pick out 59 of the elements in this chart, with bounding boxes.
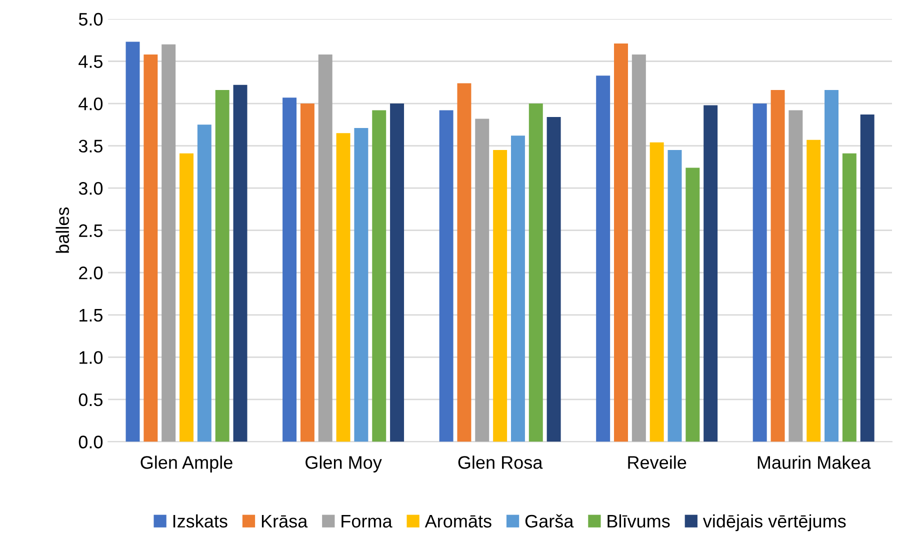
bar — [162, 44, 176, 442]
bar — [318, 54, 332, 442]
bar — [475, 118, 490, 442]
bar — [824, 90, 839, 442]
bar — [439, 110, 454, 442]
legend-label: Forma — [342, 515, 392, 528]
bar — [686, 168, 700, 442]
bar — [704, 105, 718, 442]
legend-label: Aromāts — [424, 515, 492, 528]
y-tick-label: 3.0 — [78, 182, 103, 195]
x-tick-label: Glen Rosa — [458, 456, 543, 469]
legend-label: Izskats — [173, 514, 228, 528]
x-tick-label: Maurin Makea — [758, 456, 871, 469]
legend-label: vidējais vērtējums — [702, 514, 846, 532]
bar — [354, 128, 368, 442]
bar — [372, 110, 386, 442]
bar — [457, 83, 472, 442]
y-tick-label: 2.5 — [79, 224, 103, 238]
bar — [493, 150, 508, 442]
bar — [300, 104, 314, 442]
y-tick-label: 0.0 — [78, 436, 103, 448]
bar — [215, 90, 230, 442]
x-tick-label: Reveile — [628, 456, 686, 469]
bar — [126, 42, 140, 442]
bar — [806, 140, 821, 442]
bar — [546, 117, 561, 442]
y-tick-label: 1.0 — [80, 351, 103, 364]
bar — [614, 43, 628, 442]
legend-label: Garša — [525, 514, 574, 528]
bar — [197, 124, 212, 442]
bar — [144, 54, 158, 442]
bar — [632, 54, 646, 442]
legend-label: Krāsa — [262, 515, 308, 528]
x-tick-label: Glen Moy — [306, 456, 382, 472]
bar — [510, 136, 525, 442]
bar — [282, 98, 297, 442]
bar — [596, 76, 610, 442]
bar — [650, 142, 664, 442]
y-tick-label: 4.5 — [78, 55, 103, 68]
bar — [233, 84, 248, 442]
bar — [842, 153, 856, 442]
bar — [788, 110, 803, 442]
y-tick-label: 5.0 — [78, 12, 103, 26]
y-axis-title: balles — [56, 207, 70, 253]
bar — [180, 153, 194, 442]
y-tick-label: 4.0 — [78, 97, 103, 110]
legend-label: Blīvums — [608, 514, 670, 528]
bar — [860, 114, 874, 442]
bar — [668, 150, 682, 442]
x-tick-label: Glen Ample — [140, 456, 232, 472]
y-tick-label: 1.5 — [80, 309, 103, 322]
bar — [752, 104, 767, 442]
y-tick-label: 2.0 — [79, 266, 103, 280]
bar — [528, 104, 543, 442]
bar — [770, 90, 785, 442]
bar — [336, 133, 350, 442]
y-tick-label: 3.5 — [78, 140, 103, 153]
bar — [390, 104, 404, 442]
y-tick-label: 0.5 — [78, 393, 103, 406]
